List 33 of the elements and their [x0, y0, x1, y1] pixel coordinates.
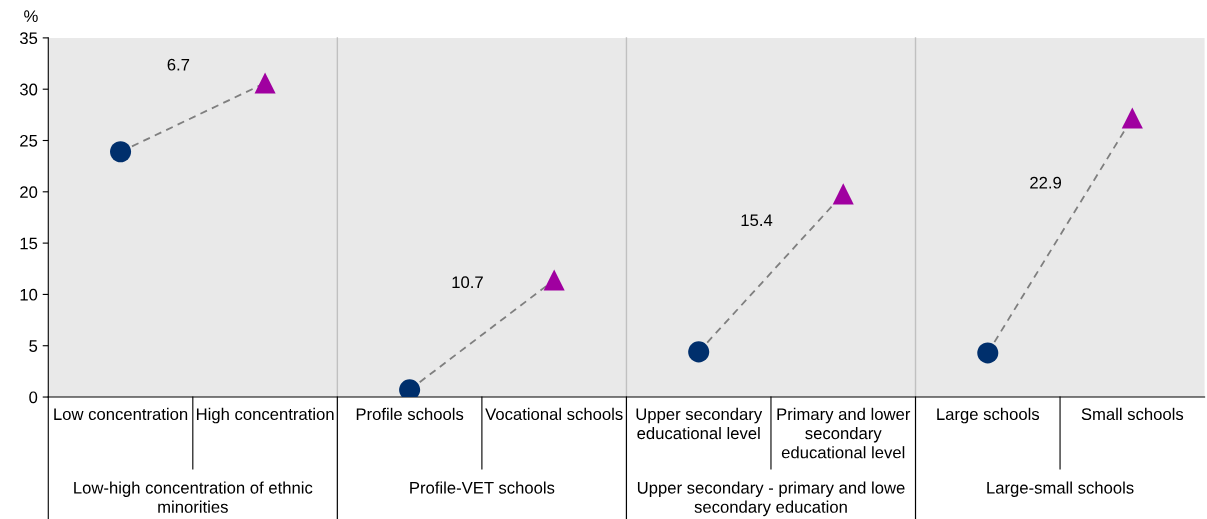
- point: [832, 183, 854, 205]
- annotation: 22.9: [1030, 176, 1062, 189]
- text: Upper secondary - primary and lowe secondary education: [637, 481, 905, 517]
- text: Low-high concentration of ethnic minorities: [74, 481, 313, 513]
- y-tick-label: 10: [20, 288, 38, 301]
- annotation: 6.7: [167, 58, 190, 71]
- x-tick-label: Small schools: [1081, 407, 1184, 421]
- y-tick-label: 0: [29, 391, 38, 404]
- point: [1121, 107, 1143, 129]
- y-tick-label: 20: [20, 186, 38, 199]
- text: Profile-VET schools: [410, 481, 555, 494]
- annotation: 15.4: [741, 214, 773, 227]
- x-tick-label: Profile schools: [356, 407, 464, 421]
- point: [543, 269, 565, 291]
- x-tick-label: Primary and lower secondary educational level: [777, 407, 911, 459]
- y-tick-label: 30: [19, 83, 38, 96]
- y-tick-label: 35: [19, 32, 38, 45]
- y-axis-title: %: [24, 10, 38, 22]
- point: [254, 72, 276, 94]
- point: [110, 141, 132, 163]
- point: [688, 341, 710, 363]
- annotation: 10.7: [452, 276, 483, 289]
- x-tick-label: Upper secondary educational level: [636, 407, 763, 440]
- y-tick-label: 5: [29, 340, 38, 352]
- x-tick-label: Large schools: [937, 407, 1040, 424]
- x-tick-label: High concentration: [196, 407, 334, 424]
- y-tick-label: 25: [20, 134, 38, 147]
- point: [977, 342, 999, 364]
- text: Large-small schools: [987, 481, 1134, 497]
- y-tick-label: 15: [20, 237, 38, 250]
- x-tick-label: Vocational schools: [485, 407, 623, 421]
- point: [399, 379, 421, 398]
- x-tick-label: Low concentration: [54, 407, 188, 421]
